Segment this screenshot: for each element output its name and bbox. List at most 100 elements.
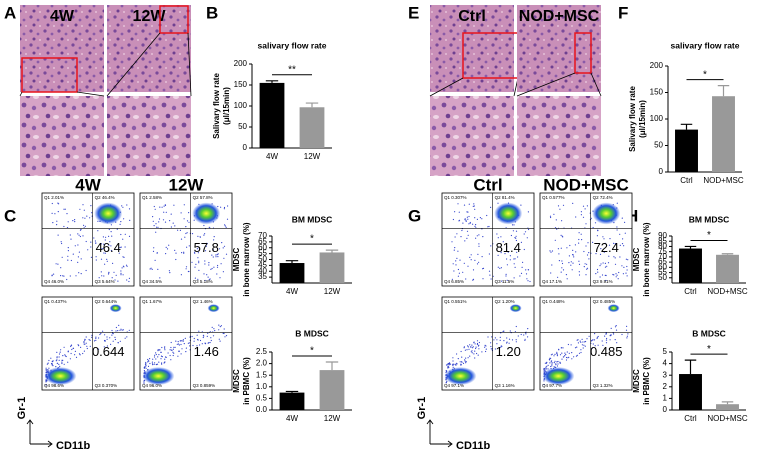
flow-event	[523, 334, 525, 336]
flow-event	[128, 277, 130, 279]
flow-event	[488, 270, 491, 272]
flow-event	[576, 354, 579, 356]
flow-event	[583, 250, 585, 253]
flow-event	[581, 239, 583, 241]
y-tick-label: 70	[258, 231, 267, 240]
flow-event	[473, 205, 475, 207]
flow-event	[119, 246, 121, 249]
flow-event	[500, 345, 502, 347]
flow-event	[615, 325, 617, 327]
flow-event	[45, 381, 47, 383]
flow-event	[623, 266, 625, 268]
flow-event	[223, 206, 226, 209]
flow-event	[187, 270, 189, 273]
x-tick-label: 4W	[266, 152, 278, 161]
flow-event	[514, 258, 516, 260]
flow-event	[114, 279, 116, 281]
flow-event	[194, 277, 196, 279]
flow-event	[188, 245, 190, 247]
flow-event	[499, 336, 501, 338]
flow-event	[482, 267, 485, 269]
flow-event	[153, 363, 155, 365]
flow-event	[618, 271, 620, 274]
flow-event	[223, 245, 226, 247]
flow-event	[104, 252, 106, 254]
flow-event	[550, 251, 552, 253]
flow-event	[562, 269, 565, 271]
flow-event	[591, 347, 593, 349]
flow-event	[566, 247, 568, 249]
flow-event	[508, 338, 511, 340]
y-tick-label: 200	[650, 61, 664, 70]
flow-event	[614, 326, 617, 328]
flow-event	[196, 334, 198, 336]
flow-event	[525, 269, 527, 271]
flow-event	[473, 203, 475, 205]
flow-event	[550, 272, 552, 274]
flow-event	[582, 216, 585, 218]
flow-event	[112, 262, 114, 264]
flow-event	[178, 344, 180, 346]
flow-event	[602, 262, 604, 264]
flow-event	[75, 356, 78, 358]
flow-event	[555, 219, 557, 221]
flow-event	[55, 360, 57, 362]
flow-event	[494, 348, 496, 350]
panel-label: B	[206, 3, 218, 22]
flow-event	[605, 342, 608, 344]
flow-event	[522, 261, 524, 263]
flow-event	[561, 235, 563, 237]
flow-event	[584, 345, 586, 347]
flow-event	[58, 356, 60, 358]
flow-event	[509, 259, 511, 261]
flow-event	[45, 367, 47, 369]
flow-event	[488, 253, 490, 255]
flow-event	[565, 356, 568, 359]
flow-event	[475, 347, 477, 350]
flow-event	[63, 275, 65, 277]
bar	[679, 248, 702, 283]
flow-event	[551, 264, 553, 266]
flow-event	[121, 205, 123, 207]
y-axis-label: Salivary flow rate	[212, 73, 221, 139]
flow-event	[163, 211, 165, 213]
flow-event	[66, 227, 69, 229]
flow-event	[449, 363, 451, 365]
flow-event	[143, 382, 145, 384]
flow-event	[513, 277, 515, 279]
flow-event	[474, 217, 476, 219]
quadrant-label: Q2 46.4%	[95, 195, 115, 200]
flow-event	[114, 336, 116, 338]
y-tick-label: 75	[658, 247, 667, 256]
flow-event	[108, 244, 110, 246]
quadrant-label: Q4 97.7%	[542, 383, 562, 388]
flow-event	[558, 260, 561, 262]
flow-event	[95, 256, 97, 258]
zoom-line	[106, 32, 161, 97]
flow-event	[182, 339, 184, 341]
flow-event	[59, 351, 61, 353]
flow-event	[77, 256, 79, 258]
flow-event	[110, 249, 112, 252]
flow-event	[206, 335, 208, 337]
flow-event	[180, 274, 182, 276]
flow-event	[195, 263, 197, 265]
flow-event	[513, 224, 515, 226]
flow-event	[490, 345, 492, 348]
flow-event	[524, 339, 526, 341]
flow-event	[165, 253, 167, 255]
flow-event	[204, 279, 206, 282]
flow-event	[507, 251, 509, 253]
flow-event	[174, 346, 176, 348]
flow-event	[210, 268, 212, 270]
flow-event	[119, 329, 121, 331]
flow-event	[571, 352, 573, 354]
flow-event	[489, 274, 491, 276]
flow-event	[460, 350, 462, 353]
flow-event	[548, 358, 551, 361]
flow-event	[523, 248, 525, 251]
flow-event	[619, 233, 621, 235]
x-tick-label: Ctrl	[680, 176, 693, 185]
flow-population	[109, 304, 122, 313]
flow-event	[208, 264, 210, 266]
